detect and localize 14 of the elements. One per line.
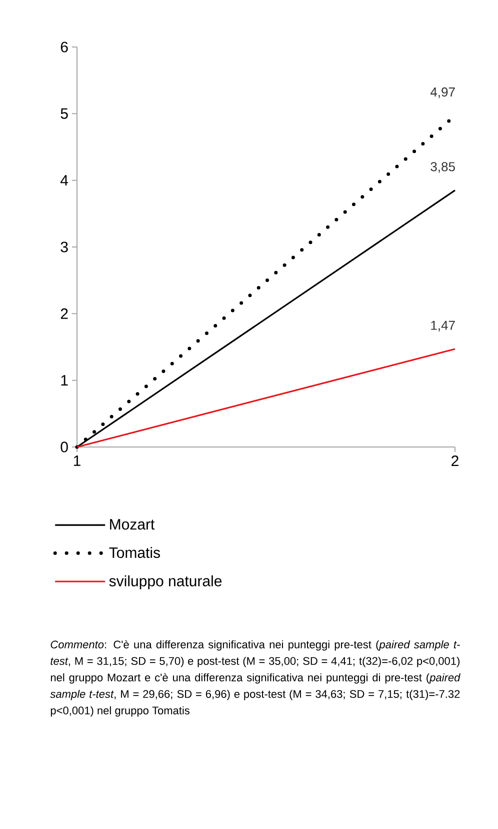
y-tick-label: 5 [60,108,68,119]
data-label: 3,85 [430,162,455,173]
y-tick-label: 3 [60,242,68,252]
y-tick-label: 1 [61,375,68,386]
legend-label: sviluppo naturale [109,575,222,590]
y-tick-label: 2 [60,308,68,319]
legend-label: Tomatis [109,546,160,558]
y-tick-label: 0 [60,442,68,452]
data-label: 4,97 [430,87,455,98]
data-label: 1,47 [431,320,455,332]
legend-label: Mozart [110,519,155,530]
text: Commento: C'è una differenza significativa nei punteggi pre-test (paired sample t-test, M = 31,15; SD = 5,70) e post-test (M = 35,00; SD = 4,41; t(32)=-6,02 p<0,001) nel gruppo Mozart e c'è una differenza significativa nei punteggi di pre-test (paired sample t-test, M = 29,66; SD = 6,96) e post-test (M = 34,63; SD = 7,15; t(31)=-7.32 p<0,001) nel gruppo Tomatis [50,640,460,717]
y-tick-label: 6 [60,42,68,52]
y-tick-label: 4 [60,175,68,186]
